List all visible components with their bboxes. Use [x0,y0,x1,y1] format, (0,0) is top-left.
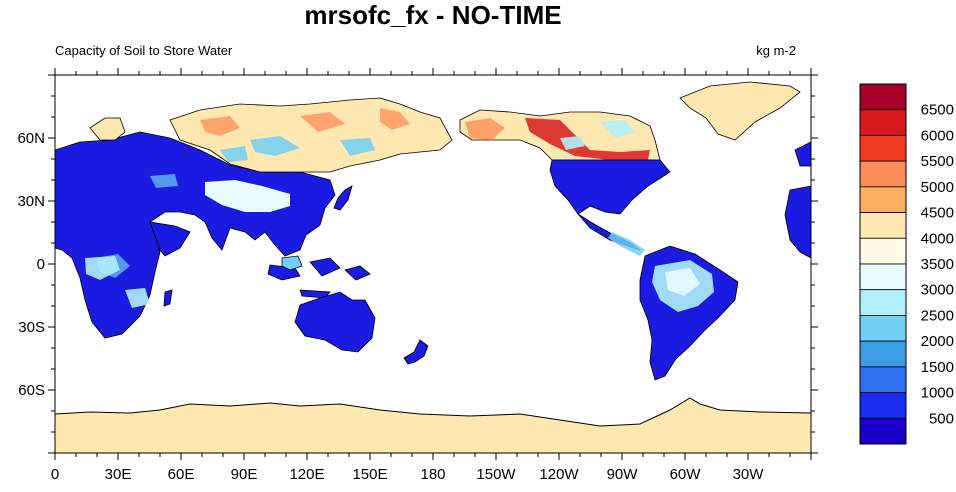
lon-label: 90W [607,466,639,483]
lon-label: 60E [168,466,195,483]
colorbar-label: 5500 [921,153,954,170]
units-label: kg m-2 [756,43,796,58]
amazon-lighter [665,268,700,296]
colorbar-segment [859,83,907,111]
colorbar-label: 2000 [921,333,954,350]
colorbar-segment [859,417,907,445]
colorbar-segment [859,237,907,265]
map-title: mrsofc_fx - NO-TIME [304,0,562,30]
alaska-orange [465,118,505,140]
north-america-red [525,118,650,160]
lat-label: 60N [17,130,45,147]
colorbar-segment [859,289,907,316]
lat-label: 30S [18,319,45,336]
lon-label: 30E [105,466,132,483]
lon-label: 0 [51,466,59,483]
scandinavia [89,117,126,141]
lon-label: 120W [539,466,579,483]
greenland [679,81,801,141]
axis-ticks [48,68,818,460]
colorbar-label: 4500 [921,205,954,222]
lon-label: 150W [476,466,516,483]
colorbar-label: 6500 [921,102,954,119]
horn-of-africa [149,221,191,257]
lon-label: 120E [289,466,324,483]
colorbar-segment [859,212,907,239]
antarctica-region [55,397,811,453]
colorbar-segment [859,263,907,291]
colorbar-segment [859,366,907,393]
colorbar-label: 6000 [921,127,954,144]
europe-right-edge [794,141,811,167]
lon-label: 90E [231,466,258,483]
lon-label: 150E [352,466,387,483]
colorbar-label: 4000 [921,230,954,247]
siberia-red-patches [200,108,410,136]
colorbar-label: 3000 [921,282,954,299]
north-america-low [549,159,671,251]
africa-light [85,256,150,308]
lat-label: 0 [37,256,45,273]
borneo-light [281,255,303,271]
colorbar-segment [859,109,907,136]
map-field [55,75,811,453]
new-zealand [403,339,429,365]
colorbar-segment [859,392,907,419]
north-america-blue-patches [560,120,635,150]
colorbar-segment [859,340,907,368]
colorbar-label: 5000 [921,179,954,196]
lon-label: 30W [733,466,765,483]
colorbar-label: 500 [929,410,954,427]
madagascar [163,289,173,307]
lon-label: 180 [420,466,445,483]
variable-long-name: Capacity of Soil to Store Water [55,43,233,58]
colorbar [859,83,907,445]
colorbar-label: 2500 [921,307,954,324]
africa-right-edge [784,185,811,259]
colorbar-segment [859,315,907,342]
central-america-light [608,232,645,256]
colorbar-segment [859,160,907,188]
lat-label: 30N [17,193,45,210]
colorbar-label: 1000 [921,385,954,402]
tibet-plateau [205,180,290,212]
colorbar-label: 1500 [921,359,954,376]
lon-label: 60W [670,466,702,483]
colorbar-label: 3500 [921,256,954,273]
siberia-blue-patches [220,136,375,162]
colorbar-segment [859,135,907,162]
lat-label: 60S [18,382,45,399]
colorbar-frame [859,83,907,445]
colorbar-labels: 6500 6000 5500 5000 4500 4000 3500 3000 2500 2000… [921,102,954,428]
japan [333,185,353,211]
colorbar-segment [859,186,907,213]
latitude-labels: 60N 30N 0 30S 60S [17,130,45,399]
australia [294,291,376,353]
longitude-labels: 0 30E 60E 90E 120E 150E 180 150W 120W 90W 60W 30W [51,466,764,483]
